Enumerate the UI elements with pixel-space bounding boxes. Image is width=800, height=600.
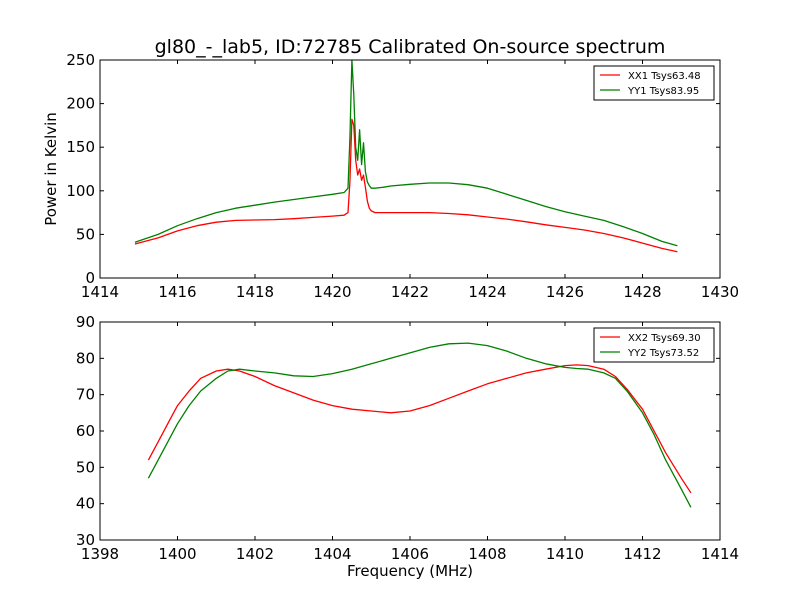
plots-group: 1414 1416 1418 1420 1422 1424 1426 1428 14300501… [42,51,739,580]
y-tick-label: 100 [66,182,95,200]
legend-box [593,327,715,363]
y-tick-label: 150 [66,138,95,156]
plot-1: 1414 1416 1418 1420 1422 1424 1426 1428 1430 0 50 1… [42,51,739,301]
legend-label: XX1 Tsys63.48 [628,71,701,82]
legend-label: YY1 Tsys83.95 [627,86,699,97]
legend-label: XX2 Tsys69.30 [628,333,701,344]
x-tick-label: 1408 [468,545,506,563]
series-line-2-1 [147,364,692,494]
x-tick-label: 1418 [236,283,274,301]
legend-box [593,65,715,101]
y-tick-label: 60 [76,422,95,440]
y-tick-label: 80 [76,349,95,367]
x-tick-label: 1426 [546,283,584,301]
x-tick-label: 1428 [623,283,661,301]
x-tick-label: 1404 [313,545,351,563]
x-tick-label: 1422 [391,283,429,301]
y-tick-label: 90 [76,313,95,331]
x-tick-label: 1398 [81,545,119,563]
series-line-1-2 [134,60,678,247]
y-tick-label: 40 [76,495,95,513]
y-tick-label: 30 [76,531,95,549]
x-tick-label: 1414 [81,283,119,301]
y-tick-label: 50 [76,225,95,243]
x-tick-label: 1410 [546,545,584,563]
x-tick-label: 1416 [158,283,196,301]
plot-2: 1398 1400 1402 1404 1406 1408 1410 1412 1414 30 40… [76,313,739,580]
legend-1: XX1 Tsys63.48 YY1 Tsys83.95 [593,65,715,101]
x-tick-label: 1406 [391,545,429,563]
x-tick-label: 1402 [236,545,274,563]
y-tick-label: 50 [76,458,95,476]
y-tick-label: 70 [76,386,95,404]
y-tick-label: 250 [66,51,95,69]
series-line-2-2 [147,342,692,508]
x-tick-label: 1414 [701,545,739,563]
x-tick-label: 1430 [701,283,739,301]
legend-label: YY2 Tsys73.52 [627,348,699,359]
x-tick-label: 1420 [313,283,351,301]
x-tick-label: 1424 [468,283,506,301]
x-tick-label: 1412 [623,545,661,563]
series-line-1-1 [134,118,678,253]
legend-2: XX2 Tsys69.30 YY2 Tsys73.52 [593,327,715,363]
x-axis-label: Frequency (MHz) [347,562,473,580]
y-tick-label: 0 [85,269,95,287]
y-tick-label: 200 [66,95,95,113]
x-tick-label: 1400 [158,545,196,563]
chart-title: gl80_-_lab5, ID:72785 Calibrated On-sour… [155,36,666,58]
y-axis-label: Power in Kelvin [42,112,60,226]
